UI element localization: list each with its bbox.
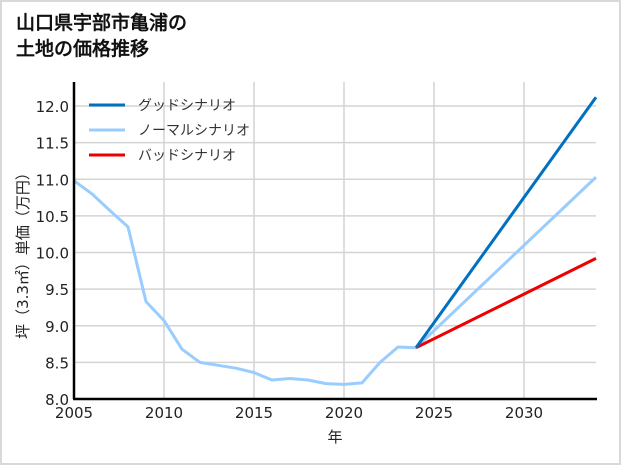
title-line-1: 山口県宇部市亀浦の bbox=[16, 12, 188, 34]
legend-label: グッドシナリオ bbox=[138, 98, 236, 114]
x-tick-label: 2025 bbox=[415, 404, 453, 422]
x-tick-label: 2030 bbox=[505, 404, 543, 422]
series-lines bbox=[73, 96, 598, 386]
y-tick-labels: 8.0 8.5 9.0 9.5 10.0 10.5 11.0 11.5 12.0 bbox=[36, 98, 69, 409]
y-tick-label: 10.0 bbox=[36, 245, 69, 263]
y-tick-label: 12.0 bbox=[36, 98, 69, 116]
y-tick-label: 8.0 bbox=[45, 391, 69, 409]
y-tick-label: 9.5 bbox=[45, 281, 69, 299]
y-tick-label: 11.5 bbox=[36, 135, 69, 153]
legend-label: ノーマルシナリオ bbox=[138, 123, 250, 139]
y-tick-label: 8.5 bbox=[45, 354, 69, 372]
legend-item: ノーマルシナリオ bbox=[89, 123, 250, 139]
x-tick-labels: 2005 2010 2015 2020 2025 2030 bbox=[55, 404, 543, 422]
series-line bbox=[415, 257, 597, 350]
axes bbox=[72, 82, 597, 401]
y-tick-label: 9.0 bbox=[45, 318, 69, 336]
series-line bbox=[73, 176, 598, 386]
x-axis-label: 年 bbox=[327, 428, 342, 446]
legend-item: グッドシナリオ bbox=[89, 98, 236, 114]
legend-label: バッドシナリオ bbox=[138, 148, 236, 164]
x-tick-label: 2010 bbox=[145, 404, 183, 422]
series-line bbox=[414, 96, 598, 349]
chart-title: 山口県宇部市亀浦の 土地の価格推移 bbox=[16, 10, 187, 62]
y-tick-label: 11.0 bbox=[36, 171, 69, 189]
y-tick-label: 10.5 bbox=[36, 208, 69, 226]
x-tick-label: 2015 bbox=[235, 404, 273, 422]
title-line-2: 土地の価格推移 bbox=[16, 38, 150, 60]
x-tick-label: 2020 bbox=[325, 404, 363, 422]
y-axis-label: 坪（3.3㎡）単価（万円） bbox=[14, 165, 32, 339]
legend-item: バッドシナリオ bbox=[89, 148, 236, 164]
x-tick-label: 2005 bbox=[55, 404, 93, 422]
